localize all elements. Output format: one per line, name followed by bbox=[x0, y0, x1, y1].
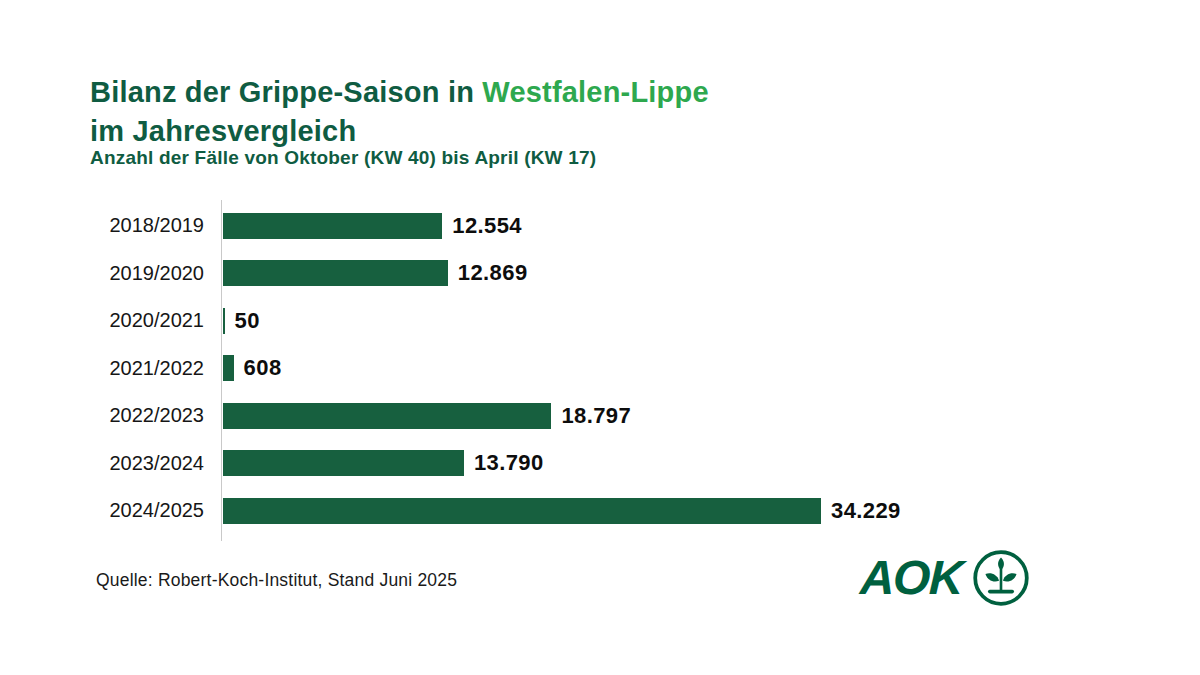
infographic-page: Bilanz der Grippe-Saison in Westfalen-Li… bbox=[0, 0, 1200, 675]
bar-track: 18.797 bbox=[223, 403, 631, 429]
category-label: 2019/2020 bbox=[90, 262, 204, 285]
bar bbox=[223, 498, 821, 524]
bar bbox=[223, 450, 464, 476]
source-note: Quelle: Robert-Koch-Institut, Stand Juni… bbox=[96, 570, 457, 591]
aok-logo: AOK bbox=[860, 548, 1031, 608]
y-axis-baseline bbox=[221, 200, 222, 541]
chart-row: 2022/2023 18.797 bbox=[90, 392, 1120, 440]
title-line2: im Jahresvergleich bbox=[90, 115, 356, 147]
value-label: 50 bbox=[235, 308, 260, 334]
value-label: 12.869 bbox=[458, 260, 528, 286]
bar bbox=[223, 213, 442, 239]
chart-row: 2019/2020 12.869 bbox=[90, 250, 1120, 298]
value-label: 34.229 bbox=[831, 498, 901, 524]
bar bbox=[223, 355, 234, 381]
aok-tree-of-life-icon bbox=[971, 548, 1031, 608]
bar-track: 13.790 bbox=[223, 450, 544, 476]
category-label: 2021/2022 bbox=[90, 357, 204, 380]
title-line1-accent: Westfalen-Lippe bbox=[482, 76, 708, 108]
bar-chart: 2018/2019 12.554 2019/2020 12.869 2020/2021 5… bbox=[90, 202, 1120, 535]
chart-row: 2021/2022 608 bbox=[90, 345, 1120, 393]
aok-logo-text: AOK bbox=[859, 554, 963, 602]
category-label: 2020/2021 bbox=[90, 309, 204, 332]
chart-row: 2023/2024 13.790 bbox=[90, 440, 1120, 488]
bar-track: 34.229 bbox=[223, 498, 901, 524]
page-title: Bilanz der Grippe-Saison in Westfalen-Li… bbox=[90, 73, 709, 150]
chart-row: 2024/2025 34.229 bbox=[90, 487, 1120, 535]
bar bbox=[223, 403, 551, 429]
category-label: 2024/2025 bbox=[90, 499, 204, 522]
chart-row: 2020/2021 50 bbox=[90, 297, 1120, 345]
bar-track: 12.554 bbox=[223, 213, 522, 239]
title-line1-dark: Bilanz der Grippe-Saison in bbox=[90, 76, 482, 108]
bar-track: 12.869 bbox=[223, 260, 528, 286]
value-label: 13.790 bbox=[474, 450, 544, 476]
chart-row: 2018/2019 12.554 bbox=[90, 202, 1120, 250]
chart-subtitle: Anzahl der Fälle von Oktober (KW 40) bis… bbox=[90, 147, 596, 169]
value-label: 12.554 bbox=[452, 213, 522, 239]
bar-track: 50 bbox=[223, 308, 260, 334]
value-label: 18.797 bbox=[561, 403, 631, 429]
category-label: 2023/2024 bbox=[90, 452, 204, 475]
bar-track: 608 bbox=[223, 355, 282, 381]
chart-rows: 2018/2019 12.554 2019/2020 12.869 2020/2021 5… bbox=[90, 202, 1120, 535]
category-label: 2022/2023 bbox=[90, 404, 204, 427]
bar bbox=[223, 308, 225, 334]
bar bbox=[223, 260, 448, 286]
category-label: 2018/2019 bbox=[90, 214, 204, 237]
value-label: 608 bbox=[244, 355, 282, 381]
